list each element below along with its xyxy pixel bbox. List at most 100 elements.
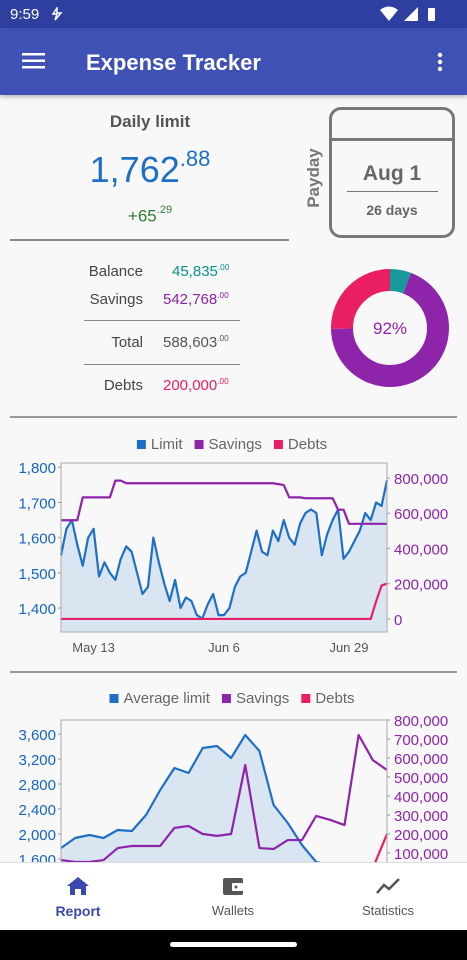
y2-tick-label: 600,000 xyxy=(394,751,448,768)
system-nav xyxy=(0,930,467,960)
y2-tick-label: 0 xyxy=(394,612,402,629)
account-label: Balance xyxy=(88,263,143,280)
y2-tick-label: 800,000 xyxy=(394,471,448,488)
nav-label: Statistics xyxy=(361,903,414,918)
y2-tick-label: 400,000 xyxy=(394,541,448,558)
area xyxy=(61,735,317,862)
donut-chart: 92% xyxy=(331,269,449,387)
wallet-icon xyxy=(223,878,243,895)
y-tick-label: 1,600 xyxy=(18,852,56,862)
account-label: Total xyxy=(111,334,143,351)
amount: 200,000 xyxy=(163,377,218,395)
legend-label: Debts xyxy=(315,690,354,707)
nav-item[interactable]: Wallets xyxy=(183,875,283,918)
nav-label: Wallets xyxy=(211,903,255,918)
line xyxy=(60,733,388,862)
nav-label: Report xyxy=(55,903,101,919)
daily-limit-label: Daily limit xyxy=(109,112,191,131)
divider xyxy=(84,320,240,321)
cents: .00 xyxy=(217,334,229,343)
amount: +65 xyxy=(127,206,157,226)
nav-item[interactable]: Report xyxy=(28,875,128,919)
line xyxy=(61,479,387,525)
legend-label: Savings xyxy=(209,436,262,453)
calendar[interactable]: Aug 1 26 days xyxy=(329,107,455,238)
x-tick-label: May 13 xyxy=(72,640,115,655)
y-tick-label: 1,400 xyxy=(18,601,56,618)
line xyxy=(60,733,322,862)
legend-label: Debts xyxy=(288,436,327,453)
status-bar: 9:59 xyxy=(0,0,467,28)
system-icons xyxy=(380,6,435,21)
clock: 9:59 xyxy=(10,6,40,23)
cents: .00 xyxy=(217,377,229,386)
line-chart: Limit Savings Debts 1,400 1,500 1,600 1,700 1,8… xyxy=(18,436,448,655)
y2-tick-label: 600,000 xyxy=(394,506,448,523)
line-chart: Average limit Savings Debts 1,600 2,000 2,400… xyxy=(18,690,448,862)
legend-label: Savings xyxy=(236,690,289,707)
amount: 542,768 xyxy=(163,291,218,309)
cents: .00 xyxy=(217,263,230,272)
line xyxy=(61,582,388,621)
legend: Average limit Savings Debts xyxy=(109,690,355,707)
y2-tick-label: 800,000 xyxy=(394,713,448,730)
y2-tick-label: 300,000 xyxy=(394,808,448,825)
y2-tick-label: 100,000 xyxy=(394,846,448,862)
legend: Limit Savings Debts xyxy=(136,436,327,453)
account-amount: 200,000.00 xyxy=(163,377,229,394)
legend-swatch xyxy=(194,440,204,449)
account-amount: 542,768.00 xyxy=(163,291,229,308)
y-tick-label: 2,000 xyxy=(18,827,56,844)
daily-change: +65.29 xyxy=(0,204,300,226)
y-tick-label: 1,600 xyxy=(18,531,56,548)
app-title: Expense Tracker xyxy=(86,50,261,75)
payday-date: Aug 1 xyxy=(362,162,422,185)
x-tick-label: Jun 6 xyxy=(208,640,240,655)
y-tick-label: 2,400 xyxy=(18,802,56,819)
y2-tick-label: 700,000 xyxy=(394,732,448,749)
payday-days: 26 days xyxy=(366,202,418,218)
legend-label: Average limit xyxy=(124,690,211,707)
legend-swatch xyxy=(136,440,146,449)
account-label: Savings xyxy=(89,291,143,308)
app-bar: Expense Tracker xyxy=(0,28,467,95)
nav-item[interactable]: Statistics xyxy=(338,875,438,918)
account-amount: 588,603.00 xyxy=(163,334,229,351)
status-icon xyxy=(51,7,63,21)
y2-tick-label: 200,000 xyxy=(394,827,448,844)
daily-limit-amount: 1,762.88 xyxy=(0,146,300,191)
account-label: Debts xyxy=(103,377,143,394)
divider xyxy=(347,191,438,192)
statistics-icon xyxy=(376,878,400,894)
y-tick-label: 1,800 xyxy=(18,460,56,477)
account-amount: 45,835.00 xyxy=(172,263,229,280)
donut-center-label: 92% xyxy=(373,319,407,338)
divider xyxy=(84,364,240,365)
y2-tick-label: 400,000 xyxy=(394,789,448,806)
y2-tick-label: 200,000 xyxy=(394,577,448,594)
y-tick-label: 2,800 xyxy=(18,777,56,794)
line xyxy=(59,480,389,620)
cents: .29 xyxy=(156,204,173,216)
bottom-nav: Report Wallets Statistics xyxy=(0,862,467,931)
y-tick-label: 3,200 xyxy=(18,752,56,769)
amount: 45,835 xyxy=(172,263,218,281)
calendar-band xyxy=(332,138,452,141)
legend-label: Limit xyxy=(151,436,184,453)
legend-swatch xyxy=(221,694,231,703)
plot-frame xyxy=(60,462,388,633)
legend-swatch xyxy=(273,440,283,449)
donut-segment xyxy=(331,269,449,387)
legend-swatch xyxy=(301,694,311,703)
divider xyxy=(10,671,457,673)
home-icon xyxy=(67,877,89,895)
overflow-menu[interactable] xyxy=(436,52,444,74)
home-indicator[interactable] xyxy=(170,942,297,947)
menu-button[interactable] xyxy=(22,52,46,70)
amount: 588,603 xyxy=(163,334,218,352)
payday-label: Payday xyxy=(304,148,323,208)
legend-swatch xyxy=(109,694,119,703)
y-tick-label: 1,700 xyxy=(18,495,56,512)
amount: 1,762 xyxy=(89,149,180,190)
